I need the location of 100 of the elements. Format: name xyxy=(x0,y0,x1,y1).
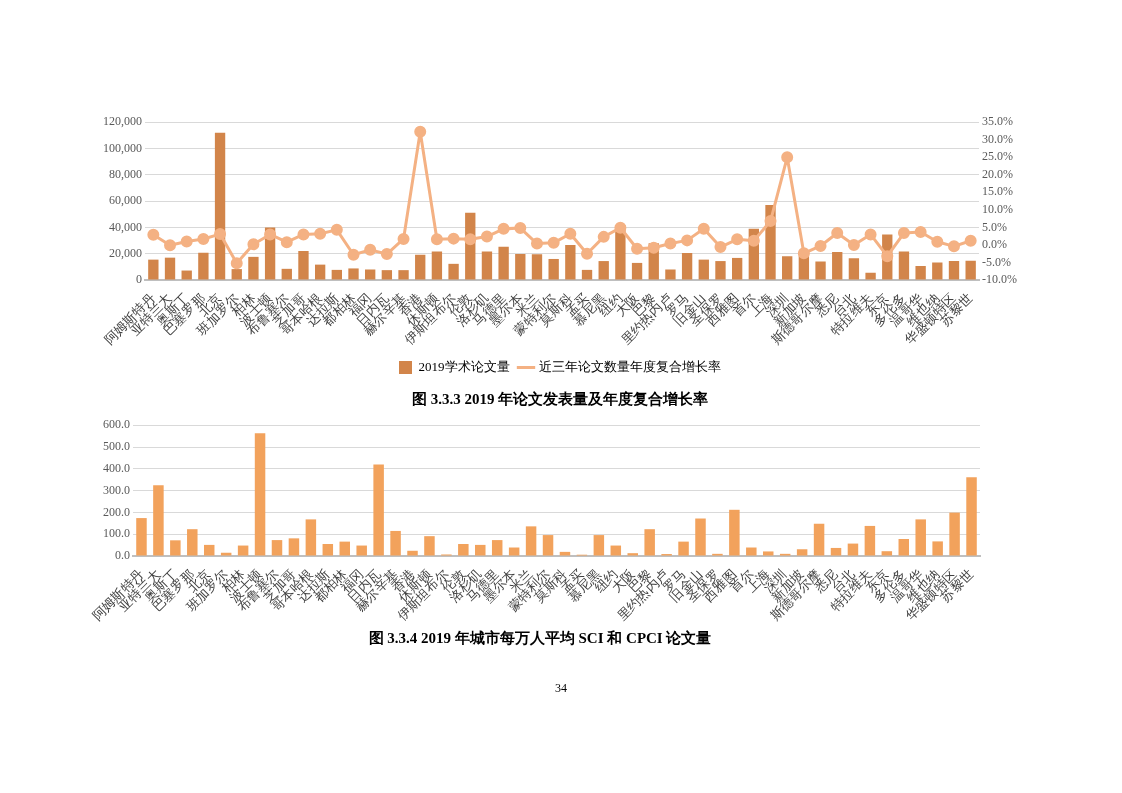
bar xyxy=(136,518,147,556)
point xyxy=(881,250,894,263)
point xyxy=(347,248,360,261)
bar xyxy=(559,551,571,556)
bar xyxy=(832,252,843,280)
point xyxy=(264,228,277,241)
point xyxy=(514,222,527,235)
point xyxy=(697,222,710,235)
y2-tick-label: 0.0% xyxy=(982,237,1008,252)
point xyxy=(314,227,327,240)
point xyxy=(214,228,227,241)
bar xyxy=(288,538,300,556)
y-tick-label: 300.0 xyxy=(103,482,130,497)
bar xyxy=(475,544,486,556)
bar xyxy=(830,547,842,556)
point xyxy=(614,221,627,234)
text: 34 xyxy=(554,681,568,696)
bar xyxy=(431,251,443,280)
point xyxy=(180,235,193,248)
y2-tick-label: 5.0% xyxy=(982,219,1008,234)
bar xyxy=(598,261,609,280)
bar xyxy=(525,526,537,556)
point xyxy=(947,240,960,253)
bar xyxy=(966,477,977,556)
point xyxy=(497,222,510,235)
bar xyxy=(381,270,393,280)
point xyxy=(847,238,860,251)
bar xyxy=(231,269,242,280)
point xyxy=(397,232,410,245)
bar xyxy=(448,263,459,280)
bar xyxy=(813,523,825,556)
y-tick-label: 20,000 xyxy=(109,245,142,260)
point xyxy=(714,241,727,254)
bar xyxy=(458,544,469,556)
y2-tick-label: 20.0% xyxy=(982,166,1014,181)
bar xyxy=(815,261,826,280)
point xyxy=(447,232,460,245)
bar xyxy=(515,254,526,280)
point xyxy=(364,243,377,256)
point xyxy=(664,237,677,250)
bar xyxy=(498,246,509,280)
bar xyxy=(565,244,576,280)
point xyxy=(230,257,243,270)
bar xyxy=(932,541,943,556)
bar xyxy=(298,251,309,280)
y-tick-label: 0 xyxy=(136,272,142,287)
bar xyxy=(339,541,350,556)
bar xyxy=(610,545,622,556)
point xyxy=(480,230,493,243)
bar xyxy=(915,519,926,556)
bar xyxy=(542,535,554,556)
bar xyxy=(481,251,493,280)
bar xyxy=(678,541,689,556)
legend-label: 2019学术论文量 xyxy=(418,358,510,374)
bar xyxy=(254,433,266,556)
bar xyxy=(881,551,893,556)
point xyxy=(414,125,427,138)
bar xyxy=(932,262,943,280)
point xyxy=(330,223,343,236)
bar xyxy=(731,257,743,280)
bar xyxy=(715,261,726,280)
y-tick-label: 60,000 xyxy=(109,193,142,208)
point xyxy=(380,248,393,261)
bar xyxy=(965,260,976,280)
point xyxy=(681,234,694,247)
bar xyxy=(390,530,401,556)
y2-tick-label: 25.0% xyxy=(982,149,1014,164)
text: 图 3.3.4 2019 年城市每万人平均 SCI 和 CPCI 论文量 xyxy=(367,629,713,648)
point xyxy=(147,228,160,241)
y2-tick-label: -10.0% xyxy=(982,272,1018,287)
bar xyxy=(864,525,876,556)
bar xyxy=(915,265,926,280)
bar xyxy=(681,253,693,280)
bar xyxy=(627,553,638,556)
point xyxy=(430,233,443,246)
bar xyxy=(847,543,859,556)
y-tick-label: 80,000 xyxy=(109,166,142,181)
bar xyxy=(331,269,342,280)
bar xyxy=(865,272,876,280)
bar xyxy=(898,251,910,280)
bar xyxy=(631,262,643,280)
y-tick-label: 400.0 xyxy=(103,460,130,475)
point xyxy=(897,227,910,240)
bar xyxy=(181,270,192,280)
point xyxy=(864,228,877,241)
y-tick-label: 0.0 xyxy=(115,548,130,563)
bar xyxy=(695,518,706,556)
bar xyxy=(322,544,334,556)
point xyxy=(197,232,210,245)
bar xyxy=(398,270,409,280)
point xyxy=(831,227,844,240)
point xyxy=(581,247,594,260)
y2-tick-label: 30.0% xyxy=(982,131,1014,146)
point xyxy=(164,239,177,252)
bar xyxy=(281,268,292,280)
y-tick-label: 120,000 xyxy=(103,114,142,129)
bar xyxy=(898,539,910,556)
bar xyxy=(271,540,283,556)
legend-label: 近三年论文数量年度复合增长率 xyxy=(539,358,721,374)
point xyxy=(564,227,577,240)
